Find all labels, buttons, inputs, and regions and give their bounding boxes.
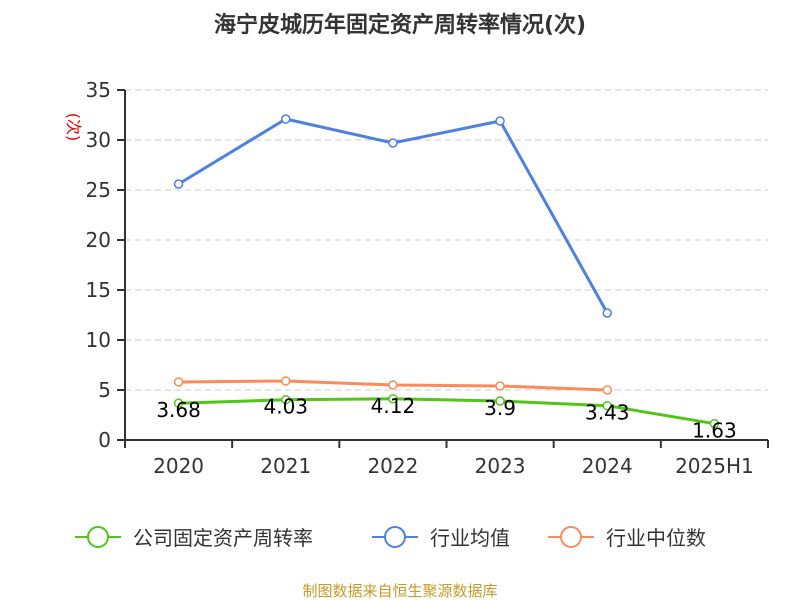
- y-tick-label: 20: [86, 228, 111, 252]
- legend-marker: [384, 526, 406, 548]
- x-tick-label: 2025H1: [675, 454, 754, 478]
- x-tick-label: 2022: [367, 454, 418, 478]
- y-tick-label: 15: [86, 278, 111, 302]
- y-tick-label: 0: [98, 428, 111, 452]
- legend-label: 行业均值: [430, 526, 510, 550]
- data-point: [388, 394, 398, 404]
- legend-label: 公司固定资产周转率: [133, 526, 313, 550]
- legend-marker: [560, 526, 582, 548]
- x-tick-label: 2023: [475, 454, 526, 478]
- series-line: [177, 117, 609, 314]
- y-tick-label: 25: [86, 178, 111, 202]
- y-tick-label: 30: [86, 128, 111, 152]
- data-label: 1.63: [692, 419, 737, 443]
- source-note: 制图数据来自恒生聚源数据库: [302, 582, 497, 600]
- data-point: [173, 377, 184, 387]
- legend-label: 行业中位数: [606, 526, 706, 550]
- x-tick-label: 2020: [153, 454, 204, 478]
- data-point: [495, 396, 505, 406]
- data-point: [602, 385, 612, 395]
- y-tick-label: 35: [86, 78, 111, 102]
- y-tick-label: 10: [86, 328, 111, 352]
- data-label: 3.68: [156, 398, 201, 422]
- data-point: [602, 308, 612, 318]
- data-point: [173, 398, 184, 408]
- data-label: 4.12: [371, 394, 416, 418]
- x-tick-label: 2021: [260, 454, 311, 478]
- data-point: [281, 114, 291, 124]
- y-tick-label: 5: [98, 378, 111, 402]
- y-axis-label: (次): [64, 113, 83, 142]
- legend-marker: [87, 526, 109, 548]
- data-point: [495, 381, 505, 391]
- data-point: [495, 116, 505, 126]
- data-label: 3.9: [484, 396, 516, 420]
- x-tick-label: 2024: [582, 454, 633, 478]
- chart-title: 海宁皮城历年固定资产周转率情况(次): [214, 12, 586, 38]
- data-point: [709, 418, 720, 429]
- data-point: [388, 380, 398, 390]
- data-label: 4.03: [263, 395, 308, 419]
- data-point: [602, 400, 612, 411]
- data-point: [388, 138, 398, 148]
- data-point: [173, 179, 184, 189]
- data-label: 3.43: [585, 401, 630, 425]
- data-point: [281, 394, 291, 405]
- data-point: [281, 376, 291, 386]
- series-line: [178, 397, 715, 426]
